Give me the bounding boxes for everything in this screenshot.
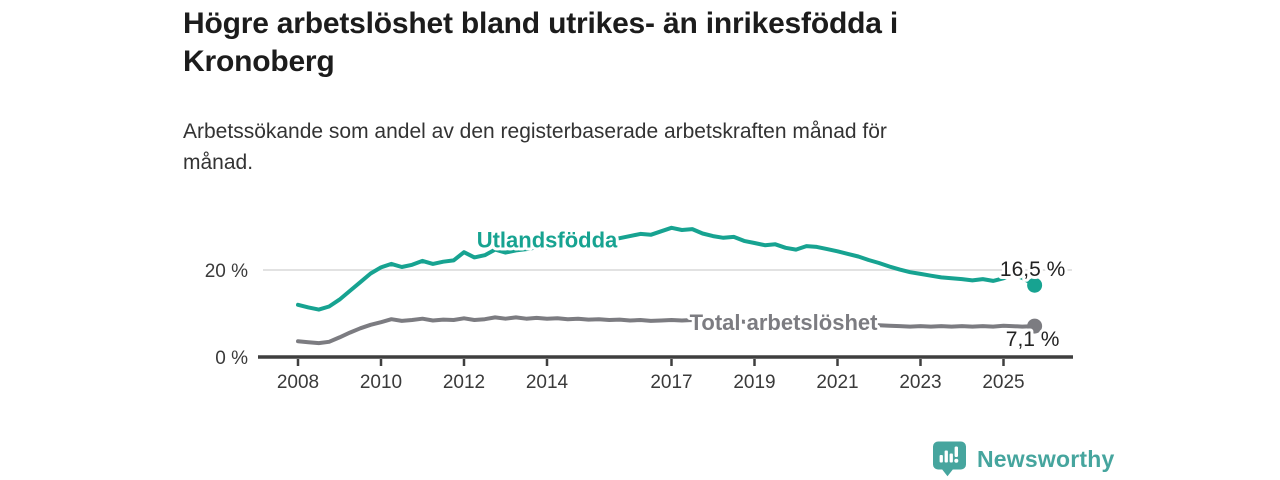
newsworthy-wordmark: Newsworthy [977,445,1115,472]
chart-title: Högre arbetslöshet bland utrikes- än inr… [183,7,898,78]
series-line [296,315,1037,346]
x-tick-label: 2025 [982,372,1024,393]
x-tick-label: 2017 [650,372,692,393]
x-tick-label: 2012 [443,372,485,393]
series-inline-label: Total arbetslöshet [690,310,879,335]
x-tick-label: 2010 [360,372,402,393]
x-tick-label: 2008 [277,372,319,393]
series-end-dot [1027,318,1043,334]
x-tick-label: 2023 [899,372,941,393]
chart-subtitle: Arbetssökande som andel av den registerb… [183,120,887,174]
newsworthy-logo: Newsworthy [931,440,1114,478]
end-value-label: 16,5 % [1000,258,1065,281]
series-line [296,225,1037,312]
series-end-dot [1027,277,1043,293]
y-tick-label: 20 % [205,261,248,282]
x-tick-label: 2014 [526,372,569,393]
newsworthy-bubble-chart-icon [933,441,966,477]
y-tick-label: 0 % [215,348,248,369]
x-tick-label: 2021 [816,372,858,393]
x-tick-label: 2019 [733,372,775,393]
series-inline-label: Utlandsfödda [477,227,618,252]
end-value-label: 7,1 % [1006,328,1060,351]
